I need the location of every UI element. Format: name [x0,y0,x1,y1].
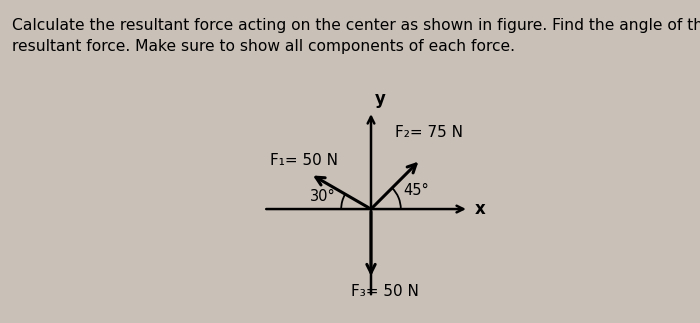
Text: 45°: 45° [402,183,428,198]
Text: F₁= 50 N: F₁= 50 N [270,153,338,168]
Text: F₂= 75 N: F₂= 75 N [395,125,463,140]
Text: Calculate the resultant force acting on the center as shown in figure. Find the : Calculate the resultant force acting on … [12,18,700,33]
Text: 30°: 30° [309,190,335,204]
Text: resultant force. Make sure to show all components of each force.: resultant force. Make sure to show all c… [12,39,515,54]
Text: x: x [475,200,485,218]
Text: y: y [374,90,386,109]
Text: F₃= 50 N: F₃= 50 N [351,284,419,298]
